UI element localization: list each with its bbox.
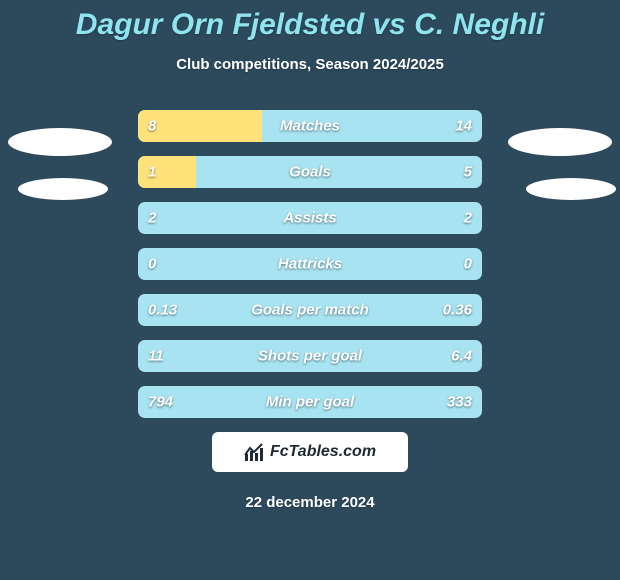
stat-right-value: 2 <box>464 210 472 227</box>
stat-bars: 8 Matches 14 1 Goals 5 2 Assists 2 <box>138 110 482 418</box>
ellipse-shape <box>8 128 112 156</box>
stat-left-value: 0 <box>148 256 156 273</box>
stat-left-value: 8 <box>148 118 156 135</box>
stat-label: Goals per match <box>251 302 369 319</box>
stat-right-value: 333 <box>447 394 472 411</box>
stat-label: Assists <box>283 210 336 227</box>
stat-row: 794 Min per goal 333 <box>138 386 482 418</box>
comparison-infographic: Dagur Orn Fjeldsted vs C. Neghli Club co… <box>0 0 620 580</box>
stat-left-value: 2 <box>148 210 156 227</box>
stat-left-value: 0.13 <box>148 302 177 319</box>
stat-label: Goals <box>289 164 331 181</box>
stat-left-value: 794 <box>148 394 173 411</box>
stat-right-value: 0 <box>464 256 472 273</box>
page-title: Dagur Orn Fjeldsted vs C. Neghli <box>0 0 620 42</box>
ellipse-shape <box>508 128 612 156</box>
stat-row: 8 Matches 14 <box>138 110 482 142</box>
stat-right-value: 14 <box>455 118 472 135</box>
stat-label: Matches <box>280 118 340 135</box>
date: 22 december 2024 <box>0 494 620 511</box>
source-logo: FcTables.com <box>212 432 408 472</box>
stat-label: Min per goal <box>266 394 354 411</box>
ellipse-shape <box>526 178 616 200</box>
stat-row: 1 Goals 5 <box>138 156 482 188</box>
player-right-avatar-placeholder <box>500 116 620 206</box>
bar-chart-icon <box>244 442 264 462</box>
stat-row: 11 Shots per goal 6.4 <box>138 340 482 372</box>
stat-label: Shots per goal <box>258 348 362 365</box>
subtitle: Club competitions, Season 2024/2025 <box>0 56 620 73</box>
ellipse-shape <box>18 178 108 200</box>
stat-row: 2 Assists 2 <box>138 202 482 234</box>
stat-row: 0.13 Goals per match 0.36 <box>138 294 482 326</box>
bar-fill-left <box>138 156 196 188</box>
bar-fill-left <box>138 110 262 142</box>
stat-right-value: 6.4 <box>451 348 472 365</box>
stat-right-value: 0.36 <box>443 302 472 319</box>
player-left-avatar-placeholder <box>0 116 120 206</box>
stat-left-value: 1 <box>148 164 156 181</box>
stat-row: 0 Hattricks 0 <box>138 248 482 280</box>
content-area: 8 Matches 14 1 Goals 5 2 Assists 2 <box>0 110 620 511</box>
stat-left-value: 11 <box>148 348 164 365</box>
stat-right-value: 5 <box>464 164 472 181</box>
source-logo-text: FcTables.com <box>270 443 376 461</box>
stat-label: Hattricks <box>278 256 342 273</box>
